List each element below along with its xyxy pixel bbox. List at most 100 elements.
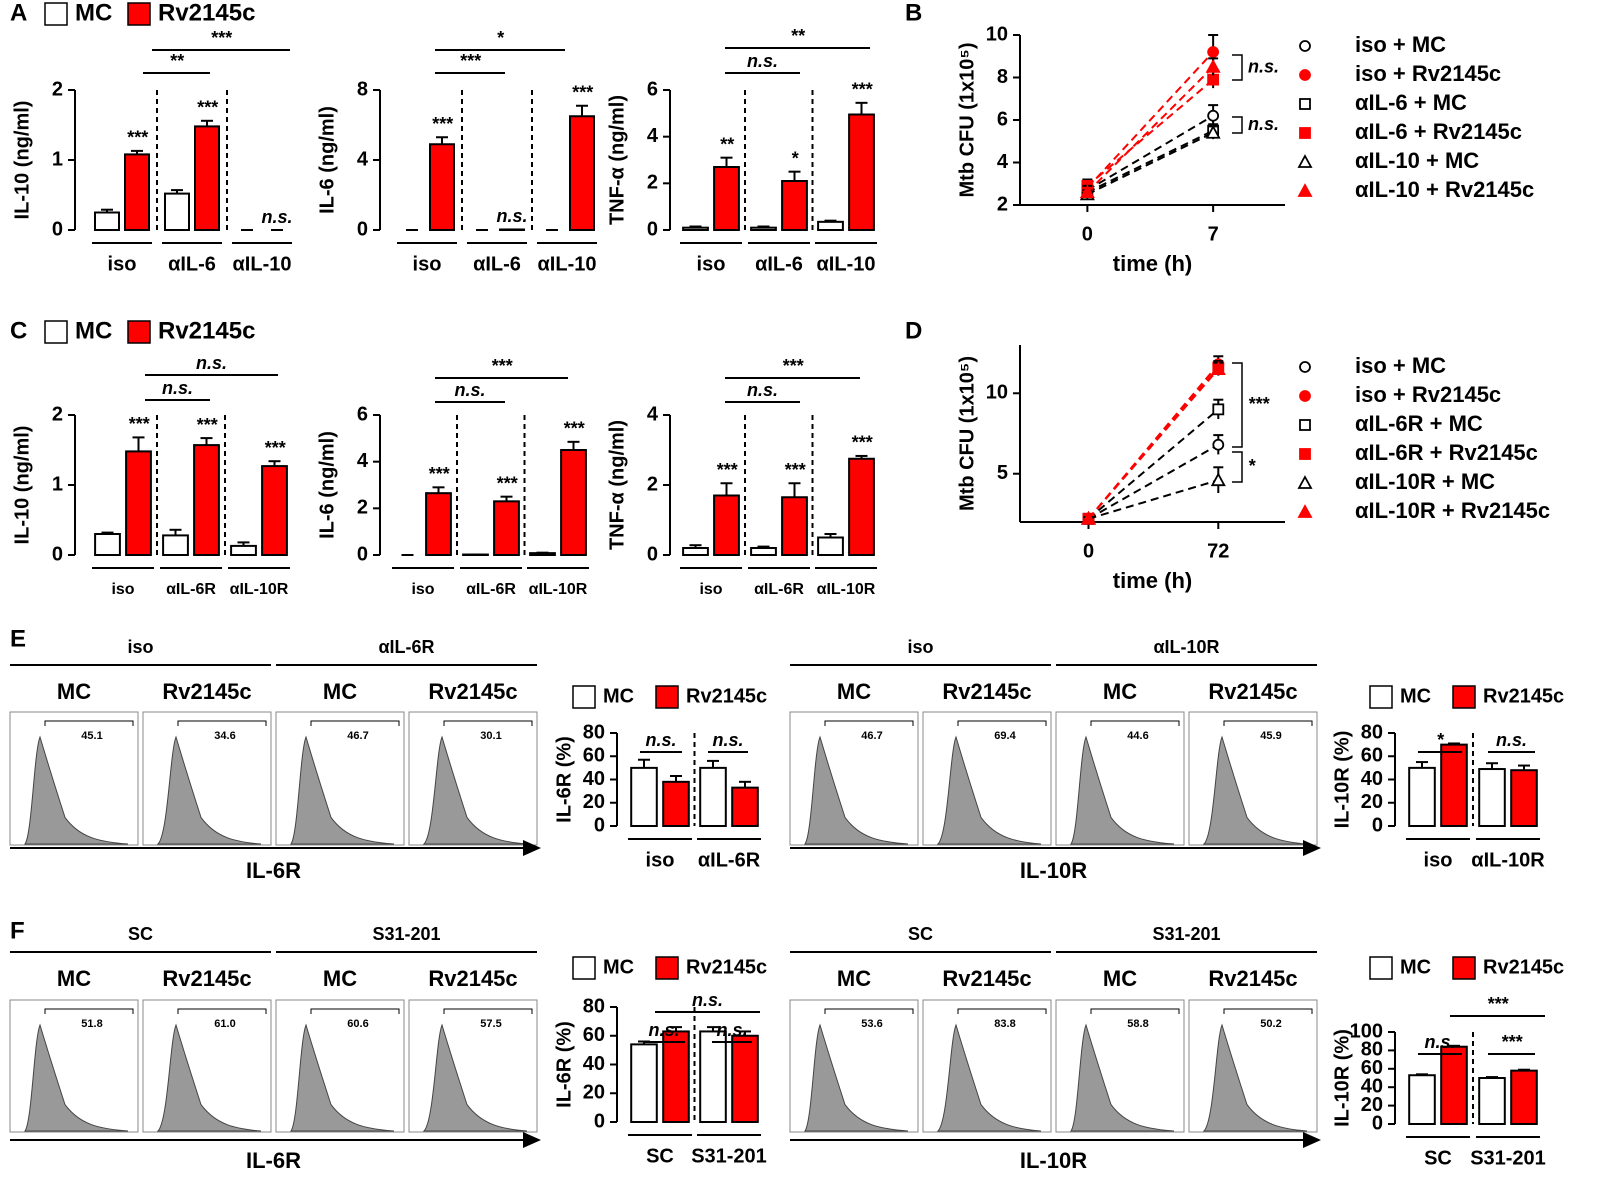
- bracket-label: n.s.: [692, 990, 723, 1010]
- group-label: SC: [908, 924, 933, 944]
- point: [1207, 46, 1220, 58]
- sample-label: Rv2145c: [1208, 679, 1297, 704]
- gate-value: 45.9: [1260, 730, 1281, 742]
- legend-swatch: [1369, 685, 1393, 709]
- y-tick-label: 4: [997, 151, 1009, 173]
- legend-label: Rv2145c: [686, 685, 767, 707]
- y-tick-label: 80: [1361, 1039, 1383, 1061]
- significance-label: ***: [851, 80, 873, 100]
- series-line: [1086, 131, 1214, 196]
- histogram: [804, 735, 909, 845]
- y-axis-label: IL-6 (ng/ml): [316, 431, 338, 539]
- gate-value: 51.8: [81, 1018, 102, 1030]
- sample-label: MC: [323, 966, 357, 991]
- point: [1205, 58, 1221, 73]
- legend-label: αIL-6 + Rv2145c: [1355, 119, 1522, 144]
- significance-label: *: [791, 148, 799, 168]
- gate-value: 45.1: [81, 730, 102, 742]
- legend-label: αIL-10R + MC: [1355, 469, 1495, 494]
- y-tick-label: 6: [997, 108, 1008, 130]
- significance-label: ***: [126, 128, 148, 148]
- x-tick-label: αIL-10: [538, 253, 597, 275]
- x-tick-label: αIL-6: [755, 253, 803, 275]
- significance-label: ***: [716, 460, 738, 480]
- group-label: αIL-10R: [1153, 637, 1219, 657]
- histogram: [156, 735, 262, 845]
- y-tick-label: 2: [997, 193, 1008, 215]
- y-tick-label: 60: [1361, 745, 1383, 767]
- y-axis-label: IL-6R (%): [553, 1021, 575, 1108]
- gate: [957, 720, 1047, 726]
- point: [1210, 361, 1226, 376]
- legend-label: Rv2145c: [1483, 956, 1564, 978]
- x-axis-label: time (h): [1113, 251, 1192, 276]
- x-tick-label: αIL-10R: [230, 581, 289, 598]
- x-tick-label: αIL-10R: [529, 581, 588, 598]
- gate: [177, 1008, 267, 1014]
- gate: [310, 1008, 400, 1014]
- legend-label: Rv2145c: [158, 0, 255, 26]
- legend-marker: [1299, 69, 1311, 81]
- x-tick-label: iso: [108, 253, 137, 275]
- legend-swatch: [572, 685, 596, 709]
- x-tick-label: αIL-10: [817, 253, 876, 275]
- bracket-label: ***: [1248, 394, 1270, 414]
- y-tick-label: 40: [583, 768, 605, 790]
- legend-marker: [1299, 361, 1311, 373]
- arrow-head: [523, 1132, 541, 1148]
- bracket-label: n.s.: [747, 51, 778, 71]
- bar: [569, 115, 595, 231]
- bar: [1440, 743, 1468, 827]
- bracket-label: ***: [1487, 994, 1509, 1014]
- gate-value: 46.7: [347, 730, 368, 742]
- bar: [848, 457, 875, 556]
- histogram: [290, 735, 395, 845]
- y-tick-label: 1: [52, 473, 63, 495]
- histogram: [1202, 1023, 1308, 1132]
- series-line: [1087, 368, 1220, 520]
- gate: [1223, 720, 1313, 726]
- bracket-label: *: [496, 28, 504, 48]
- x-tick-label: iso: [413, 253, 442, 275]
- y-tick-label: 60: [583, 745, 605, 767]
- legend-label: αIL-6R + Rv2145c: [1355, 440, 1538, 465]
- significance-label: n.s.: [261, 207, 292, 227]
- bar: [162, 534, 189, 557]
- legend-label: Rv2145c: [158, 317, 255, 344]
- y-tick-label: 40: [1361, 768, 1383, 790]
- bar: [731, 786, 759, 828]
- x-tick-label: S31-201: [691, 1145, 767, 1167]
- legend-marker: [1299, 390, 1311, 402]
- sample-label: Rv2145c: [942, 679, 1031, 704]
- histogram: [1202, 735, 1308, 845]
- legend-marker: [1299, 127, 1311, 139]
- significance-label: ***: [431, 114, 453, 134]
- bracket-label: n.s.: [196, 353, 227, 373]
- panel-letter: E: [10, 625, 26, 652]
- gate: [824, 720, 914, 726]
- legend-marker: [1297, 154, 1313, 168]
- panel-letter: B: [905, 0, 922, 26]
- bracket-label: n.s.: [454, 380, 485, 400]
- panel-letter: C: [10, 317, 27, 344]
- bar: [699, 766, 727, 827]
- series-line: [1086, 66, 1214, 193]
- histogram: [290, 1023, 395, 1132]
- sample-label: MC: [57, 966, 91, 991]
- x-tick-label: iso: [646, 849, 675, 871]
- gate-value: 44.6: [1127, 730, 1148, 742]
- legend-marker: [1299, 40, 1311, 52]
- flow-axis-label: IL-6R: [246, 858, 301, 883]
- histogram: [1070, 735, 1175, 845]
- y-tick-label: 4: [357, 148, 369, 170]
- y-tick-label: 60: [1361, 1057, 1383, 1079]
- sample-label: Rv2145c: [162, 966, 251, 991]
- y-axis-label: TNF-α (ng/ml): [606, 420, 628, 550]
- bar: [699, 1030, 727, 1123]
- legend-label: MC: [75, 0, 112, 26]
- legend-marker: [1299, 448, 1311, 460]
- legend-marker: [1297, 504, 1313, 518]
- x-tick-label: iso: [699, 581, 722, 598]
- y-tick-label: 0: [52, 543, 63, 565]
- legend-label: MC: [603, 685, 634, 707]
